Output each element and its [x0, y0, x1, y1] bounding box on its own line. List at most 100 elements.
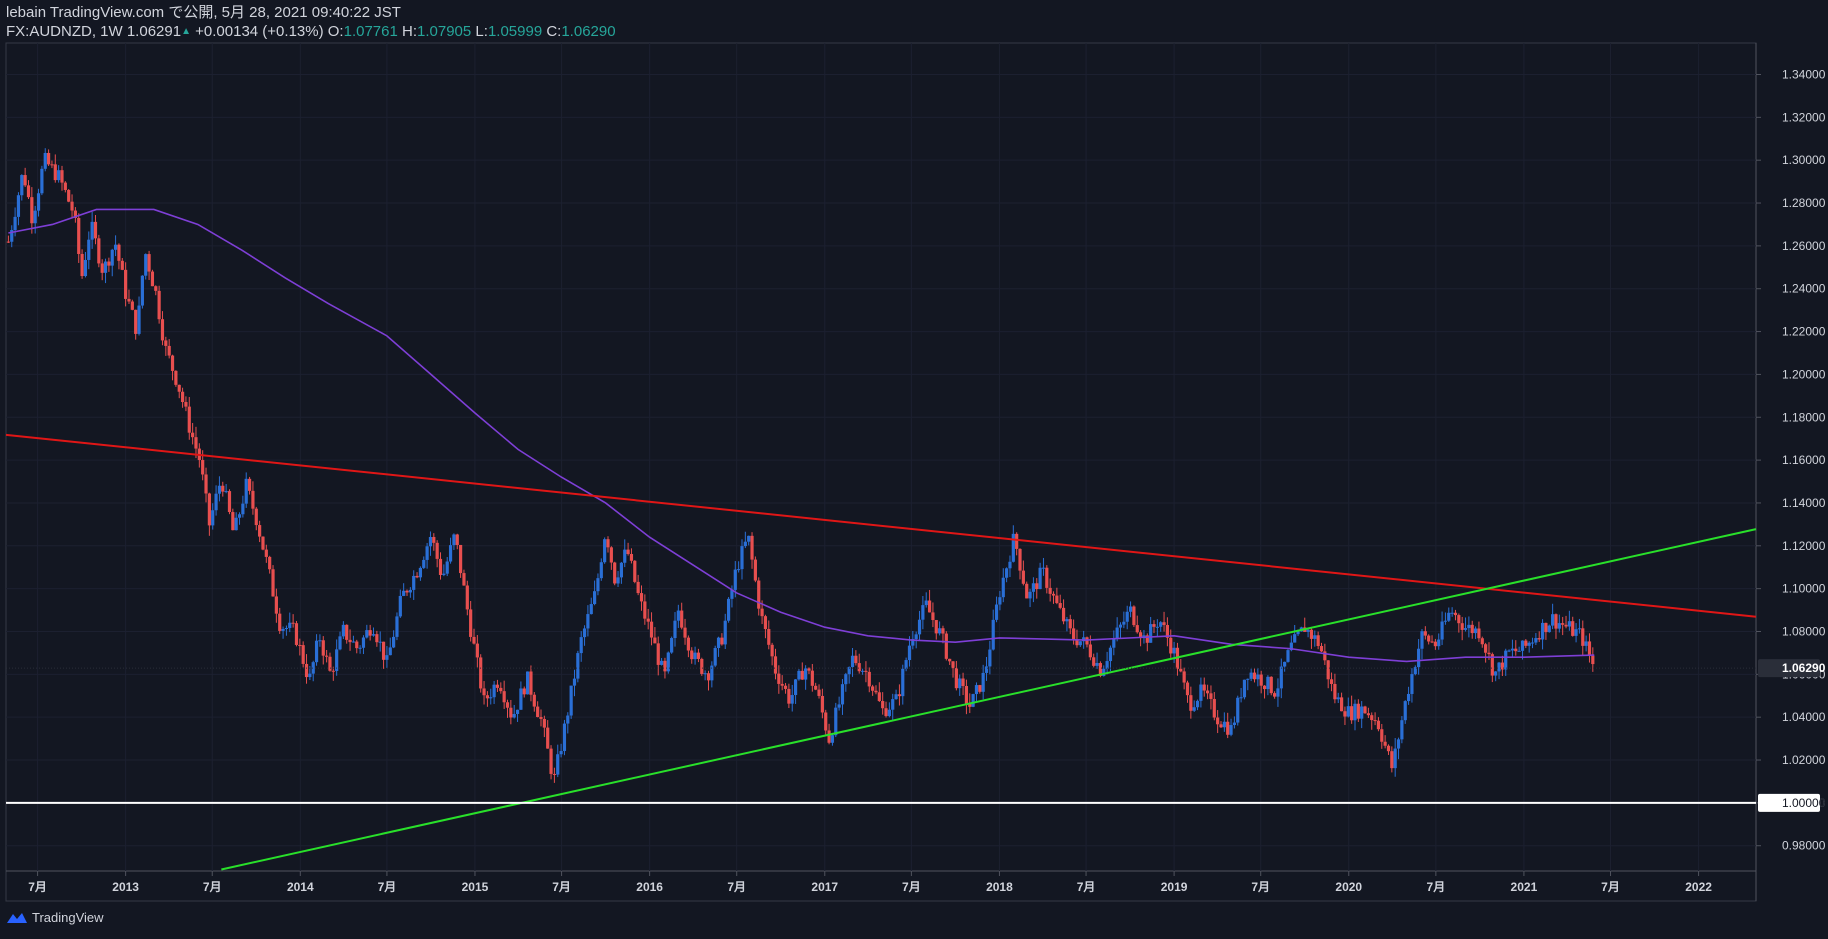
candle-body — [415, 575, 419, 578]
candle-body — [325, 655, 329, 657]
candle-body — [452, 534, 456, 546]
candle-body — [1360, 706, 1364, 719]
candles[interactable] — [6, 148, 1595, 783]
ohlc-legend: FX:AUDNZD, 1W 1.06291▲ +0.00134 (+0.13%)… — [6, 23, 616, 42]
candle-body — [258, 525, 262, 537]
candle-body — [1256, 674, 1260, 680]
candle-body — [284, 627, 289, 630]
candle-body — [184, 402, 188, 407]
candle-body — [425, 546, 429, 560]
candle-body — [556, 754, 560, 775]
candle-body — [6, 241, 10, 243]
price-tick-label: 1.02000 — [1782, 753, 1826, 767]
candle-body — [53, 164, 57, 181]
candle-body — [271, 569, 275, 597]
candle-body — [757, 580, 761, 609]
candle-body — [207, 493, 211, 526]
candle-body — [214, 493, 218, 511]
candle-body — [783, 685, 788, 689]
candle-body — [341, 624, 345, 637]
candle-body — [298, 644, 302, 646]
candle-body — [30, 197, 34, 224]
candle-body — [63, 182, 67, 190]
candle-body — [170, 355, 175, 371]
time-tick-label: 2020 — [1335, 880, 1362, 894]
time-tick-label: 2016 — [636, 880, 663, 894]
candle-body — [1152, 624, 1156, 627]
candle-body — [177, 384, 181, 392]
candle-body — [1108, 647, 1113, 662]
candle-body — [626, 549, 630, 555]
candle-body — [180, 391, 185, 403]
price-axis[interactable]: 1.34000 1.32000 1.30000 1.28000 1.26000 1.240… — [1756, 67, 1826, 853]
candle-body — [345, 624, 349, 640]
candle-body — [586, 614, 590, 629]
candle-body — [318, 640, 322, 642]
candle-body — [643, 601, 647, 619]
candle-body — [435, 542, 439, 559]
candle-body — [278, 613, 282, 631]
time-tick-label: 7月 — [28, 880, 47, 894]
candle-body — [964, 685, 969, 704]
candle-body — [921, 605, 925, 620]
candle-body — [696, 652, 701, 659]
time-tick-label: 2013 — [112, 880, 139, 894]
candle-body — [623, 549, 627, 563]
candle-body — [790, 695, 794, 704]
candle-body — [777, 673, 781, 684]
candle-body — [750, 535, 754, 560]
candle-body — [338, 636, 342, 650]
candle-body — [1390, 751, 1394, 769]
candle-body — [428, 536, 433, 547]
time-tick-label: 2015 — [462, 880, 489, 894]
candle-body — [43, 152, 47, 169]
candle-body — [867, 671, 871, 687]
candle-body — [706, 673, 711, 681]
candle-body — [1209, 693, 1213, 699]
candle-body — [26, 185, 31, 198]
candle-body — [201, 460, 205, 475]
candle-body — [1587, 641, 1592, 656]
candle-body — [948, 658, 952, 662]
price-tick-label: 1.10000 — [1782, 582, 1826, 596]
candle-body — [693, 652, 697, 660]
candle-body — [994, 604, 999, 620]
candle-body — [1544, 622, 1548, 633]
candle-body — [599, 562, 603, 579]
candle-body — [10, 230, 14, 242]
candle-body — [1145, 635, 1149, 643]
candle-body — [1192, 707, 1196, 711]
candle-body — [941, 628, 945, 634]
candle-body — [231, 512, 235, 531]
price-tick-label: 1.30000 — [1782, 153, 1826, 167]
plot-border — [5, 42, 1757, 902]
candle-body — [1222, 721, 1226, 728]
time-tick-label: 7月 — [1601, 880, 1620, 894]
candle-body — [1370, 715, 1374, 721]
candle-body — [358, 647, 362, 649]
candle-body — [1470, 624, 1474, 634]
candle-body — [1306, 629, 1310, 632]
candle-body — [931, 612, 935, 621]
candle-body — [1393, 748, 1397, 769]
candle-body — [191, 432, 195, 438]
candle-body — [1102, 668, 1106, 676]
candle-body — [1272, 693, 1277, 697]
candle-body — [1185, 682, 1190, 696]
candle-body — [546, 727, 550, 749]
candle-body — [549, 748, 553, 774]
moving-average-line — [8, 208, 1595, 663]
candle-body — [1343, 711, 1347, 717]
candle-body — [730, 589, 734, 599]
trendlines[interactable] — [5, 433, 1757, 871]
moving-average[interactable] — [8, 208, 1595, 663]
candle-body — [254, 508, 258, 526]
candle-body — [1463, 628, 1468, 630]
candle-body — [1473, 628, 1478, 634]
time-axis[interactable]: 7月 2013 7月 2014 7月 2015 7月 2016 7月 2017 7月 2018 7月 20… — [28, 871, 1712, 894]
candle-body — [328, 656, 332, 671]
candle-body — [884, 708, 888, 717]
candle-body — [412, 575, 416, 590]
symbol-label[interactable]: FX:AUDNZD, 1W — [6, 23, 123, 40]
